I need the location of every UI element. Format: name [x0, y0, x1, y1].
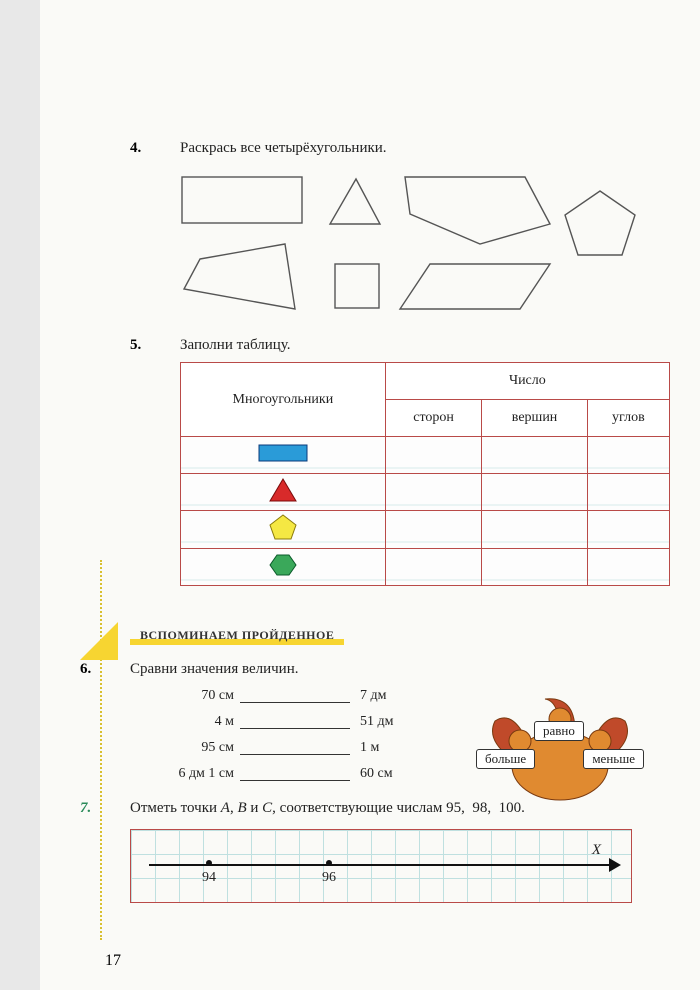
- chip-less: меньше: [583, 749, 644, 769]
- th-vertices: вершин: [482, 400, 587, 437]
- chip-equal: равно: [534, 721, 584, 741]
- axis-x-label: X: [592, 842, 601, 859]
- table-row: [181, 437, 670, 474]
- ex7-text: , соответствующие числам: [272, 800, 446, 816]
- ex5-number: 5.: [130, 337, 160, 586]
- compare-blank[interactable]: [240, 766, 350, 781]
- exercise-5: 5. Заполни таблицу. Многоугольники Число…: [130, 337, 640, 586]
- shape-rectangle[interactable]: [182, 177, 302, 223]
- ex6-prompt: Сравни значения величин.: [130, 661, 640, 678]
- yellow-triangle-icon: [80, 622, 118, 660]
- review-section: ВСПОМИНАЕМ ПРОЙДЕННОЕ 6. Сравни значения…: [130, 626, 640, 903]
- numline-axis: [149, 864, 613, 866]
- th-number: Число: [385, 363, 669, 400]
- mini-rectangle-icon: [259, 445, 307, 461]
- compare-blank[interactable]: [240, 714, 350, 729]
- cell-input[interactable]: [587, 474, 669, 511]
- tick-96: [326, 860, 332, 866]
- compare-right: 60 см: [350, 766, 410, 782]
- ex4-number: 4.: [130, 140, 160, 319]
- cell-input[interactable]: [385, 511, 482, 549]
- th-sides: сторон: [385, 400, 482, 437]
- compare-right: 1 м: [350, 740, 410, 756]
- arrow-icon: [609, 858, 621, 872]
- cell-input[interactable]: [482, 549, 587, 586]
- th-angles: углов: [587, 400, 669, 437]
- shape-triangle[interactable]: [330, 179, 380, 224]
- compare-blank[interactable]: [240, 688, 350, 703]
- cell-input[interactable]: [482, 511, 587, 549]
- cell-input[interactable]: [385, 549, 482, 586]
- table-row: [181, 549, 670, 586]
- cell-input[interactable]: [587, 549, 669, 586]
- cell-input[interactable]: [587, 511, 669, 549]
- exercise-4: 4. Раскрась все четырёхугольники.: [130, 140, 640, 319]
- ex6-number: 6.: [80, 661, 110, 782]
- tick-label-96: 96: [322, 870, 336, 886]
- ex5-body: Заполни таблицу. Многоугольники Число ст…: [180, 337, 670, 586]
- shape-pentagon-irregular[interactable]: [405, 177, 550, 244]
- compare-left: 70 см: [160, 688, 240, 704]
- page-number: 17: [105, 952, 121, 970]
- mini-hexagon-icon: [270, 555, 296, 575]
- table-row: [181, 474, 670, 511]
- polygon-table: Многоугольники Число сторон вершин углов: [180, 362, 670, 586]
- compare-right: 51 дм: [350, 714, 410, 730]
- compare-blank[interactable]: [240, 740, 350, 755]
- exercise-6: 6. Сравни значения величин. 70 см 7 дм 4…: [130, 661, 640, 782]
- compare-left: 6 дм 1 см: [160, 766, 240, 782]
- ex7-number: 7.: [80, 800, 110, 903]
- shape-parallelogram[interactable]: [400, 264, 550, 309]
- ex7-n1: 95: [446, 800, 461, 816]
- mini-pentagon-icon: [270, 515, 296, 539]
- th-polygons: Многоугольники: [181, 363, 386, 437]
- cell-input[interactable]: [482, 437, 587, 474]
- point-b-label: B: [237, 800, 246, 816]
- cell-input[interactable]: [385, 437, 482, 474]
- shape-quadrilateral[interactable]: [184, 244, 295, 309]
- mini-triangle-icon: [270, 479, 296, 501]
- ex7-text: Отметь точки: [130, 800, 221, 816]
- compare-left: 4 м: [160, 714, 240, 730]
- compare-left: 95 см: [160, 740, 240, 756]
- point-c-label: C: [262, 800, 272, 816]
- shape-square[interactable]: [335, 264, 379, 308]
- workbook-page: 4. Раскрась все четырёхугольники. 5. Зап…: [0, 0, 700, 990]
- review-title: ВСПОМИНАЕМ ПРОЙДЕННОЕ: [130, 626, 344, 645]
- ex4-body: Раскрась все четырёхугольники.: [180, 140, 660, 319]
- compare-right: 7 дм: [350, 688, 410, 704]
- tick-label-94: 94: [202, 870, 216, 886]
- number-line[interactable]: X 94 96: [130, 829, 632, 903]
- dragon-hint: равно больше меньше: [470, 691, 650, 816]
- point-a-label: A: [221, 800, 230, 816]
- cell-input[interactable]: [482, 474, 587, 511]
- tick-94: [206, 860, 212, 866]
- ex4-shapes[interactable]: [180, 169, 660, 319]
- ex4-prompt: Раскрась все четырёхугольники.: [180, 140, 660, 157]
- ex6-body: Сравни значения величин. 70 см 7 дм 4 м …: [130, 661, 640, 782]
- chip-greater: больше: [476, 749, 535, 769]
- ex5-prompt: Заполни таблицу.: [180, 337, 670, 354]
- table-row: [181, 511, 670, 549]
- shape-pentagon-regular[interactable]: [565, 191, 635, 255]
- cell-input[interactable]: [385, 474, 482, 511]
- ex7-text: и: [247, 800, 263, 816]
- cell-input[interactable]: [587, 437, 669, 474]
